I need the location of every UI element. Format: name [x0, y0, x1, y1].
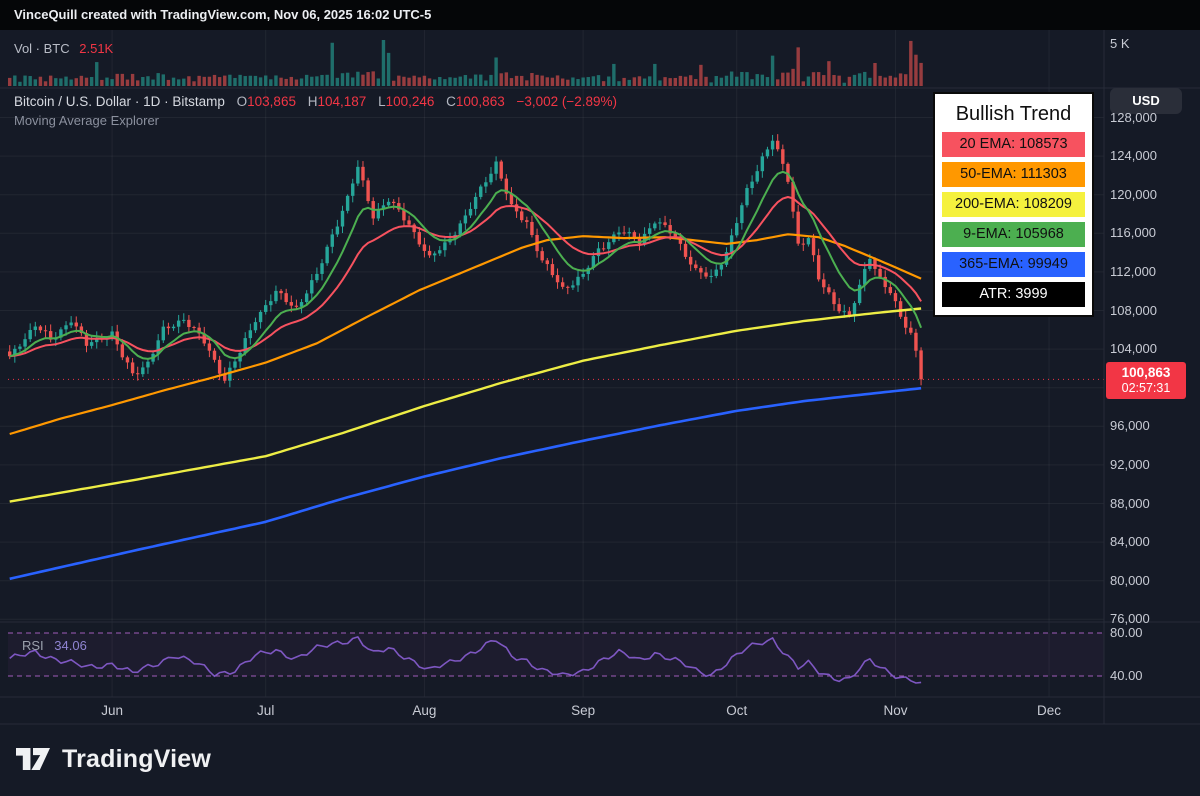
open-value: 103,865	[247, 94, 296, 109]
last-price-value: 100,863	[1121, 365, 1171, 380]
rsi-line	[9, 636, 922, 684]
open-letter: O	[236, 94, 248, 109]
indicator-name-label: Moving Average Explorer	[14, 113, 160, 128]
volume-value: 2.51K	[79, 41, 114, 56]
tradingview-logo-icon	[16, 747, 50, 771]
ema-9-line	[9, 170, 923, 360]
price-axis-label: 84,000	[1110, 534, 1150, 550]
time-axis-label: Nov	[883, 703, 908, 718]
ema-365-line	[9, 386, 922, 581]
price-axis-label: 108,000	[1110, 302, 1157, 318]
rsi-lower-band-label: 40.00	[1110, 668, 1143, 683]
legend-row: 9-EMA: 105968	[942, 222, 1085, 247]
rsi-legend: RSI 34.06	[22, 638, 87, 653]
price-axis-label: 124,000	[1110, 148, 1157, 164]
time-axis-label: Jun	[101, 703, 123, 718]
time-axis-label: Oct	[726, 703, 748, 718]
time-axis-label: Jul	[257, 703, 275, 718]
ema-20-line	[9, 196, 922, 358]
price-axis-label: 88,000	[1110, 495, 1150, 511]
close-letter: C	[446, 94, 456, 109]
change-value: −3,002 (−2.89%)	[516, 94, 618, 109]
price-axis-label: 104,000	[1110, 341, 1157, 357]
rsi-upper-band-label: 80.00	[1110, 625, 1143, 640]
high-letter: H	[307, 94, 318, 109]
price-axis-label: 80,000	[1110, 572, 1150, 588]
low-value: 100,246	[385, 94, 435, 109]
low-letter: L	[378, 94, 386, 109]
rsi-label: RSI	[22, 638, 44, 653]
legend-row: 200-EMA: 108209	[942, 192, 1085, 217]
currency-toggle-button[interactable]: USD	[1110, 88, 1182, 114]
trend-legend-box: Bullish Trend 20 EMA: 108573 50-EMA: 1113…	[933, 92, 1094, 317]
rsi-value: 34.06	[54, 638, 87, 653]
price-axis-label: 76,000	[1110, 611, 1150, 627]
price-axis-label: 116,000	[1110, 225, 1157, 241]
price-axis-label: 112,000	[1110, 263, 1157, 279]
tradingview-logo-text: TradingView	[62, 744, 212, 773]
price-axis-label: 128,000	[1110, 109, 1157, 125]
symbol-interval: 1D	[143, 94, 161, 109]
trend-legend-title: Bullish Trend	[955, 103, 1072, 125]
time-axis-label: Dec	[1037, 703, 1062, 718]
legend-row: 50-EMA: 111303	[942, 162, 1085, 187]
time-axis-label: Sep	[571, 703, 596, 718]
volume-bars-layer	[8, 40, 923, 86]
volume-legend: Vol · BTC 2.51K	[14, 41, 113, 56]
time-axis-label: Aug	[412, 703, 437, 718]
price-axis-label: 92,000	[1110, 456, 1150, 472]
price-axis-label: 96,000	[1110, 418, 1150, 434]
rsi-band-fill	[8, 633, 1104, 676]
symbol-exchange: Bitstamp	[172, 94, 225, 109]
price-axis-label: 120,000	[1110, 186, 1157, 202]
tradingview-logo[interactable]: TradingView	[14, 742, 211, 776]
close-value: 100,863	[455, 94, 505, 109]
legend-row: 20 EMA: 108573	[942, 132, 1085, 157]
attribution-text: VinceQuill created with TradingView.com,…	[14, 7, 432, 22]
legend-row: ATR: 3999	[942, 282, 1085, 307]
bar-countdown: 02:57:31	[1121, 381, 1171, 395]
high-value: 104,187	[317, 94, 367, 109]
ema-200-line	[9, 307, 922, 503]
volume-axis-label: 5 K	[1110, 36, 1130, 51]
legend-row: 365-EMA: 99949	[942, 252, 1085, 277]
symbol-status-line: Bitcoin / U.S. Dollar · 1D · Bitstamp O1…	[14, 94, 618, 109]
volume-label: Vol · BTC	[14, 41, 70, 56]
attribution-bar: VinceQuill created with TradingView.com,…	[0, 0, 1200, 30]
last-price-badge[interactable]: 100,863 02:57:31	[1106, 362, 1186, 399]
trend-legend-rows: 20 EMA: 108573 50-EMA: 111303 200-EMA: 108…	[942, 132, 1085, 307]
symbol-name: Bitcoin / U.S. Dollar	[14, 94, 132, 109]
ema-50-line	[9, 233, 922, 436]
